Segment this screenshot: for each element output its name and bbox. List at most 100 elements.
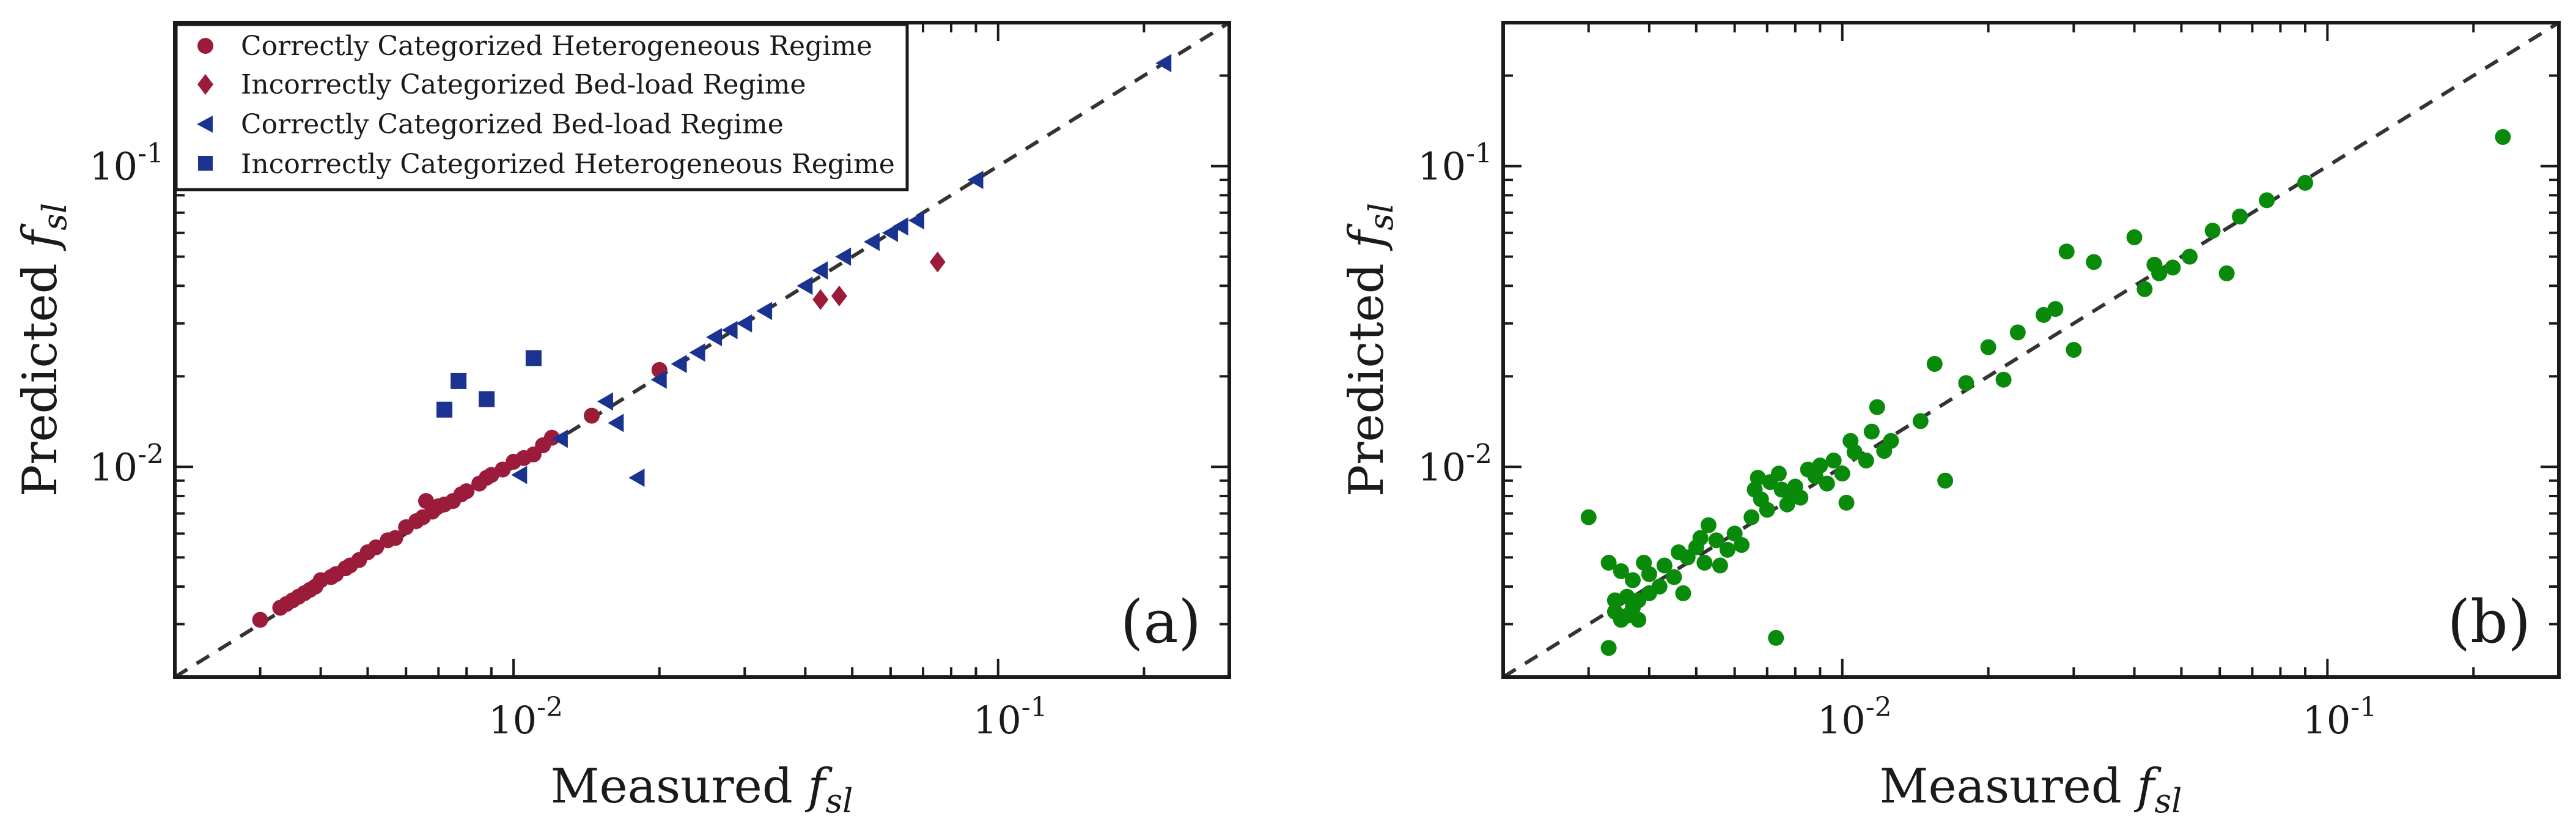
data-point-circle-b xyxy=(1726,525,1743,542)
legend-label-1: Incorrectly Categorized Bed-load Regime xyxy=(241,69,806,100)
data-point-triangle-left-a xyxy=(863,232,880,251)
legend-box xyxy=(174,23,909,191)
data-point-square-a xyxy=(436,401,452,418)
y-axis-label-a: Predicted fsl xyxy=(13,203,74,497)
data-point-triangle-left-a xyxy=(756,302,773,321)
data-point-circle-b xyxy=(1613,563,1629,579)
data-point-circle-b xyxy=(1630,612,1647,628)
data-point-circle-a xyxy=(252,612,268,628)
data-point-circle-b xyxy=(1883,432,1899,449)
data-point-circle-b xyxy=(1580,509,1597,525)
x-axis-label-a: Measured fsl xyxy=(551,759,853,820)
data-point-triangle-left-a xyxy=(835,247,852,266)
legend-item-2: Correctly Categorized Bed-load Regime xyxy=(197,109,784,140)
data-point-circle-b xyxy=(1712,557,1728,574)
data-point-triangle-left-a xyxy=(511,465,528,484)
y-tick-label-b: 10-2 xyxy=(1418,439,1492,489)
data-point-triangle-left-a xyxy=(706,328,723,347)
data-point-square-a xyxy=(525,350,542,366)
data-point-triangle-left-a xyxy=(608,413,624,432)
data-point-square-a xyxy=(479,391,495,407)
data-point-circle-b xyxy=(1759,502,1775,518)
reference-line-b xyxy=(1502,21,2560,679)
data-point-circle-b xyxy=(1600,640,1617,656)
data-point-circle-a xyxy=(458,483,475,500)
data-point-circle-b xyxy=(1838,494,1855,511)
data-point-circle-b xyxy=(1858,452,1874,469)
data-point-circle-b xyxy=(1995,371,2012,388)
data-point-circle-a xyxy=(367,539,384,555)
data-point-triangle-left-a xyxy=(967,171,984,190)
data-point-triangle-left-a xyxy=(650,370,667,389)
data-point-triangle-left-a xyxy=(1155,54,1172,73)
data-point-circle-b xyxy=(2047,301,2064,317)
data-point-circle-b xyxy=(1768,629,1784,646)
legend: Correctly Categorized Heterogeneous Regi… xyxy=(174,23,909,191)
data-point-triangle-left-a xyxy=(597,392,613,411)
data-point-circle-a xyxy=(387,530,403,546)
data-point-circle-a xyxy=(583,407,600,424)
legend-marker-circle xyxy=(197,38,213,54)
data-point-circle-b xyxy=(2232,208,2248,224)
x-tick-label-b: 10-2 xyxy=(1817,692,1892,743)
panel-a: 10-2 10-1 10-2 10-1 (a) Measured fsl Predic… xyxy=(13,21,1231,820)
data-point-circle-b xyxy=(1863,423,1880,440)
data-point-circle-b xyxy=(1792,489,1809,506)
data-point-triangle-left-a xyxy=(892,217,908,236)
legend-label-3: Incorrectly Categorized Heterogeneous Re… xyxy=(241,149,895,180)
data-point-circle-b xyxy=(2259,192,2275,209)
legend-item-3: Incorrectly Categorized Heterogeneous Re… xyxy=(198,149,895,180)
data-point-circle-b xyxy=(2009,324,2026,341)
data-point-triangle-left-a xyxy=(551,429,568,448)
legend-label-0: Correctly Categorized Heterogeneous Regi… xyxy=(241,31,872,62)
panel-label-b: (b) xyxy=(2448,588,2531,656)
legend-item-0: Correctly Categorized Heterogeneous Regi… xyxy=(197,31,872,62)
legend-marker-diamond xyxy=(197,74,213,95)
panel-label-a: (a) xyxy=(1121,588,1201,656)
plot-frame-b xyxy=(1501,21,2561,679)
data-point-circle-b xyxy=(2136,281,2153,297)
data-point-circle-b xyxy=(1696,555,1713,571)
legend-item-1: Incorrectly Categorized Bed-load Regime xyxy=(197,69,806,100)
y-tick-label-a: 10-1 xyxy=(89,138,164,189)
data-point-circle-b xyxy=(2218,265,2235,281)
legend-label-2: Correctly Categorized Bed-load Regime xyxy=(241,109,784,140)
data-point-circle-b xyxy=(2181,248,2198,265)
data-point-circle-b xyxy=(1958,375,1974,391)
data-point-triangle-left-a xyxy=(721,321,738,339)
data-point-circle-b xyxy=(2066,341,2082,358)
data-point-circle-b xyxy=(2165,259,2181,276)
plot-frame-a xyxy=(173,21,1231,679)
x-tick-label-b: 10-1 xyxy=(2302,692,2377,743)
y-tick-label-a: 10-2 xyxy=(89,439,164,489)
panel-b: 10-2 10-1 10-2 10-1 (b) Measured fsl Predic… xyxy=(1339,21,2561,820)
data-point-triangle-left-a xyxy=(812,261,828,280)
data-point-circle-b xyxy=(1625,572,1641,588)
data-point-triangle-left-a xyxy=(797,276,813,295)
data-point-circle-b xyxy=(1719,541,1735,558)
data-point-circle-b xyxy=(1770,465,1787,482)
data-point-circle-b xyxy=(1834,465,1850,482)
data-point-circle-b xyxy=(1666,569,1682,585)
data-point-circle-b xyxy=(1700,517,1717,533)
data-point-circle-b xyxy=(1656,557,1673,574)
data-point-circle-b xyxy=(1606,592,1623,609)
data-point-circle-b xyxy=(1926,355,1943,372)
data-point-triangle-left-a xyxy=(671,354,687,373)
data-point-circle-b xyxy=(1692,530,1709,546)
data-point-circle-b xyxy=(1846,444,1863,461)
data-point-circle-b xyxy=(1937,472,1954,489)
data-point-circle-b xyxy=(2086,254,2102,270)
data-point-diamond-a xyxy=(831,285,847,306)
data-point-circle-b xyxy=(1869,399,1885,415)
data-point-circle-b xyxy=(1600,555,1617,571)
data-point-diamond-a xyxy=(929,251,946,273)
data-point-circle-b xyxy=(1743,509,1760,525)
data-point-circle-b xyxy=(2297,174,2314,191)
data-point-circle-b xyxy=(1912,413,1929,429)
data-point-circle-b xyxy=(1708,532,1724,549)
data-point-circle-b xyxy=(2151,265,2168,281)
data-point-diamond-a xyxy=(812,289,829,310)
x-tick-label-a: 10-1 xyxy=(973,692,1048,743)
